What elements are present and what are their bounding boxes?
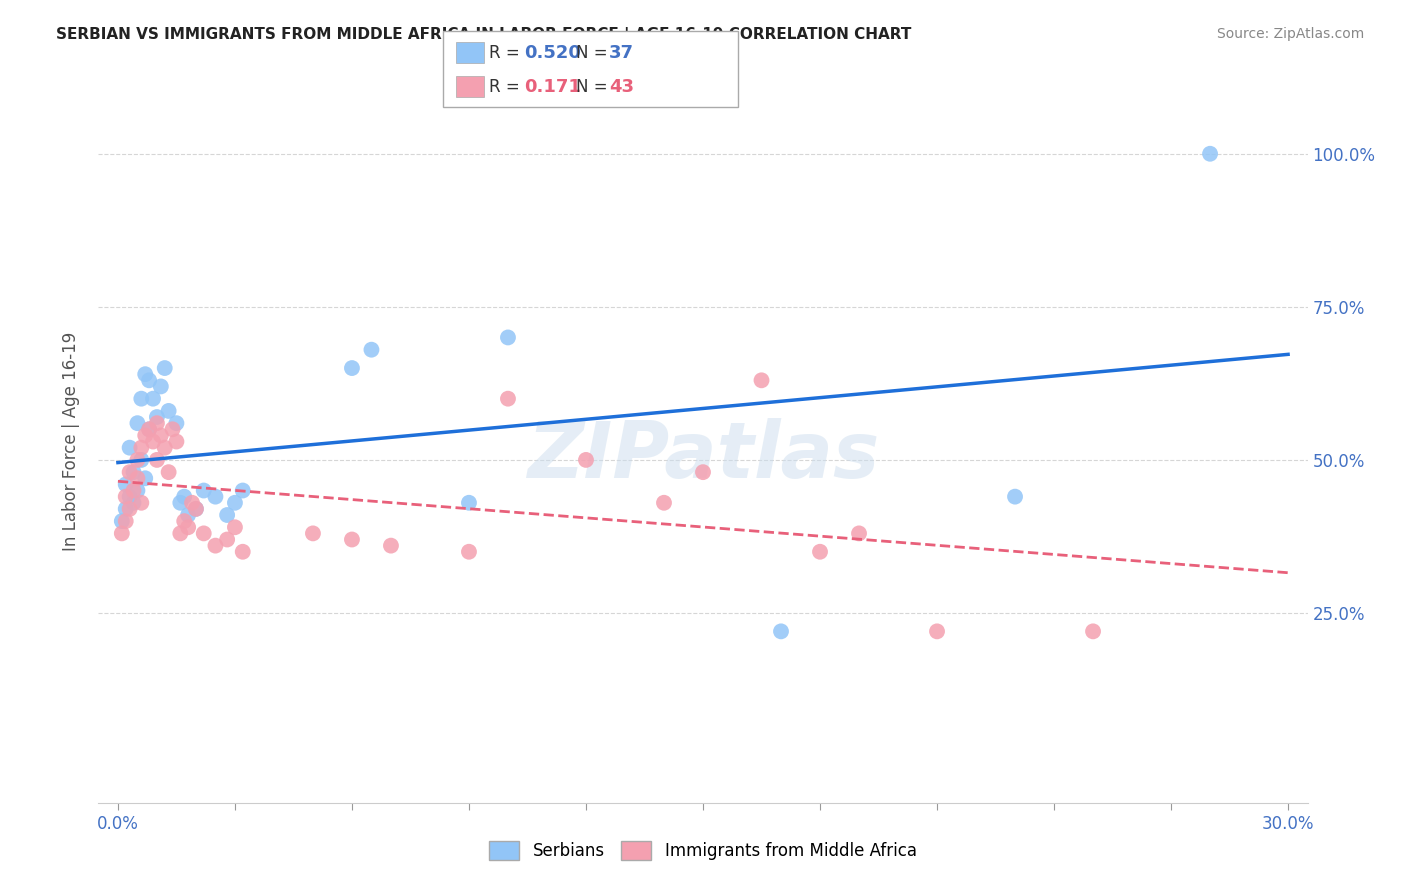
- Text: R =: R =: [489, 44, 526, 62]
- Point: [118, 465, 141, 479]
- Point: [340, 361, 363, 376]
- Point: [302, 526, 325, 541]
- Point: [138, 422, 160, 436]
- Text: SERBIAN VS IMMIGRANTS FROM MIDDLE AFRICA IN LABOR FORCE | AGE 16-19 CORRELATION : SERBIAN VS IMMIGRANTS FROM MIDDLE AFRICA…: [56, 27, 911, 43]
- Point: [146, 453, 169, 467]
- Point: [118, 502, 141, 516]
- Text: ZIPatlas: ZIPatlas: [527, 418, 879, 494]
- Point: [360, 343, 382, 357]
- Point: [138, 373, 160, 387]
- Point: [131, 441, 153, 455]
- Point: [153, 361, 176, 376]
- Point: [165, 434, 187, 449]
- Point: [162, 422, 184, 436]
- Point: [204, 490, 226, 504]
- Point: [380, 539, 402, 553]
- Point: [925, 624, 948, 639]
- Point: [224, 496, 246, 510]
- Point: [114, 490, 136, 504]
- Point: [142, 434, 165, 449]
- Point: [131, 453, 153, 467]
- Point: [118, 490, 141, 504]
- Point: [340, 533, 363, 547]
- Point: [127, 471, 149, 485]
- Point: [575, 453, 598, 467]
- Point: [114, 502, 136, 516]
- Point: [808, 545, 831, 559]
- Text: 0.520: 0.520: [524, 44, 581, 62]
- Point: [142, 392, 165, 406]
- Point: [458, 545, 481, 559]
- Point: [157, 404, 180, 418]
- Text: 37: 37: [609, 44, 634, 62]
- Point: [122, 465, 145, 479]
- Point: [652, 496, 675, 510]
- Text: N =: N =: [576, 78, 613, 95]
- Point: [193, 526, 215, 541]
- Point: [184, 502, 207, 516]
- Point: [114, 477, 136, 491]
- Point: [173, 490, 195, 504]
- Point: [131, 496, 153, 510]
- Point: [692, 465, 714, 479]
- Point: [134, 471, 156, 485]
- Point: [193, 483, 215, 498]
- Point: [169, 496, 191, 510]
- Point: [177, 520, 200, 534]
- Text: Source: ZipAtlas.com: Source: ZipAtlas.com: [1216, 27, 1364, 41]
- Point: [173, 514, 195, 528]
- Point: [127, 416, 149, 430]
- Point: [111, 514, 134, 528]
- Point: [165, 416, 187, 430]
- Point: [1081, 624, 1104, 639]
- Point: [496, 330, 519, 344]
- Point: [134, 367, 156, 381]
- Point: [1004, 490, 1026, 504]
- Point: [169, 526, 191, 541]
- Text: R =: R =: [489, 78, 530, 95]
- Point: [157, 465, 180, 479]
- Point: [122, 483, 145, 498]
- Point: [146, 410, 169, 425]
- Point: [184, 502, 207, 516]
- Point: [232, 483, 254, 498]
- Point: [146, 416, 169, 430]
- Legend: Serbians, Immigrants from Middle Africa: Serbians, Immigrants from Middle Africa: [482, 834, 924, 867]
- Point: [458, 496, 481, 510]
- Point: [122, 496, 145, 510]
- Point: [149, 428, 172, 442]
- Point: [1199, 146, 1222, 161]
- Point: [153, 441, 176, 455]
- Text: 43: 43: [609, 78, 634, 95]
- Point: [232, 545, 254, 559]
- Point: [138, 422, 160, 436]
- Point: [224, 520, 246, 534]
- Point: [177, 508, 200, 522]
- Point: [127, 453, 149, 467]
- Text: N =: N =: [576, 44, 613, 62]
- Point: [751, 373, 773, 387]
- Point: [118, 441, 141, 455]
- Point: [769, 624, 792, 639]
- Point: [131, 392, 153, 406]
- Point: [149, 379, 172, 393]
- Y-axis label: In Labor Force | Age 16-19: In Labor Force | Age 16-19: [62, 332, 80, 551]
- Point: [848, 526, 870, 541]
- Point: [496, 392, 519, 406]
- Point: [181, 496, 204, 510]
- Point: [217, 533, 239, 547]
- Point: [111, 526, 134, 541]
- Point: [114, 514, 136, 528]
- Point: [204, 539, 226, 553]
- Text: 0.171: 0.171: [524, 78, 581, 95]
- Point: [134, 428, 156, 442]
- Point: [217, 508, 239, 522]
- Point: [127, 483, 149, 498]
